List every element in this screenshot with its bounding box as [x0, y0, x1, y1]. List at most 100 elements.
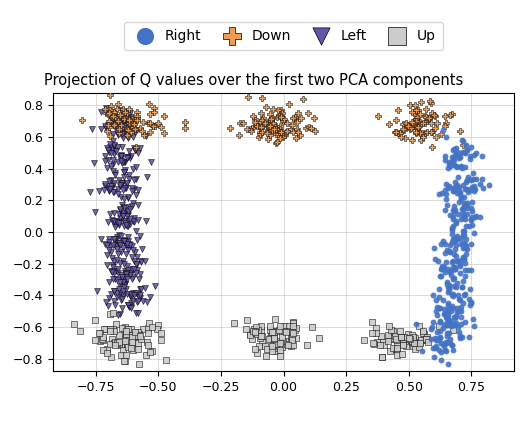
- Point: [127, 128, 135, 135]
- Point: [122, 271, 131, 278]
- Point: [127, 125, 135, 132]
- Point: [116, 214, 125, 221]
- Point: [146, 111, 155, 118]
- Point: [112, 118, 121, 125]
- Point: [123, 119, 132, 126]
- Point: [466, 285, 474, 292]
- Point: [455, 184, 463, 191]
- Point: [462, 223, 471, 230]
- Point: [251, 328, 259, 335]
- Point: [100, 181, 109, 187]
- Point: [437, 131, 446, 138]
- Point: [266, 132, 275, 138]
- Point: [408, 109, 417, 116]
- Point: [128, 185, 136, 192]
- Point: [114, 130, 123, 136]
- Point: [408, 137, 417, 143]
- Point: [448, 188, 457, 195]
- Point: [118, 143, 126, 150]
- Point: [109, 121, 118, 127]
- Point: [458, 240, 467, 247]
- Point: [105, 186, 114, 193]
- Point: [439, 305, 448, 312]
- Point: [148, 324, 157, 331]
- Point: [459, 149, 467, 156]
- Point: [464, 189, 472, 195]
- Point: [135, 331, 143, 338]
- Point: [135, 271, 144, 278]
- Point: [416, 118, 425, 125]
- Point: [412, 124, 421, 131]
- Point: [278, 110, 286, 117]
- Point: [125, 303, 133, 309]
- Point: [128, 254, 136, 260]
- Point: [435, 294, 443, 300]
- Point: [120, 238, 128, 245]
- Point: [118, 274, 126, 281]
- Point: [132, 176, 140, 182]
- Point: [249, 113, 257, 120]
- Point: [406, 335, 414, 342]
- Point: [440, 250, 449, 257]
- Point: [109, 113, 118, 120]
- Point: [125, 120, 133, 127]
- Point: [119, 120, 127, 127]
- Point: [460, 203, 469, 210]
- Point: [443, 281, 451, 287]
- Point: [414, 107, 422, 114]
- Point: [282, 328, 290, 335]
- Point: [441, 196, 450, 203]
- Point: [289, 330, 298, 336]
- Point: [450, 235, 459, 241]
- Point: [147, 347, 156, 354]
- Point: [118, 305, 127, 311]
- Point: [428, 143, 437, 150]
- Point: [449, 292, 457, 299]
- Point: [119, 212, 128, 219]
- Point: [470, 323, 478, 330]
- Point: [288, 114, 297, 121]
- Point: [133, 261, 142, 268]
- Point: [415, 323, 423, 330]
- Point: [107, 149, 115, 156]
- Point: [104, 235, 113, 242]
- Point: [443, 184, 452, 191]
- Point: [454, 187, 463, 193]
- Point: [133, 237, 142, 243]
- Point: [466, 153, 474, 160]
- Point: [441, 310, 449, 316]
- Point: [466, 299, 475, 306]
- Point: [463, 186, 471, 193]
- Point: [129, 133, 138, 140]
- Point: [257, 124, 265, 131]
- Point: [409, 119, 418, 126]
- Point: [131, 125, 139, 132]
- Point: [429, 344, 437, 351]
- Point: [109, 327, 117, 333]
- Point: [243, 316, 251, 323]
- Point: [441, 156, 449, 163]
- Point: [109, 242, 117, 249]
- Point: [129, 347, 137, 354]
- Point: [122, 115, 130, 122]
- Point: [444, 302, 453, 308]
- Point: [132, 117, 141, 124]
- Point: [121, 184, 130, 191]
- Point: [445, 317, 454, 324]
- Point: [440, 346, 449, 353]
- Point: [450, 282, 459, 289]
- Point: [441, 120, 450, 127]
- Point: [114, 286, 123, 292]
- Point: [288, 122, 296, 128]
- Point: [448, 146, 457, 153]
- Point: [260, 119, 269, 126]
- Point: [105, 295, 113, 302]
- Point: [123, 217, 131, 224]
- Point: [114, 100, 122, 107]
- Point: [390, 346, 398, 353]
- Point: [264, 124, 273, 131]
- Point: [151, 283, 159, 289]
- Point: [118, 127, 126, 133]
- Point: [133, 254, 142, 260]
- Point: [412, 114, 421, 121]
